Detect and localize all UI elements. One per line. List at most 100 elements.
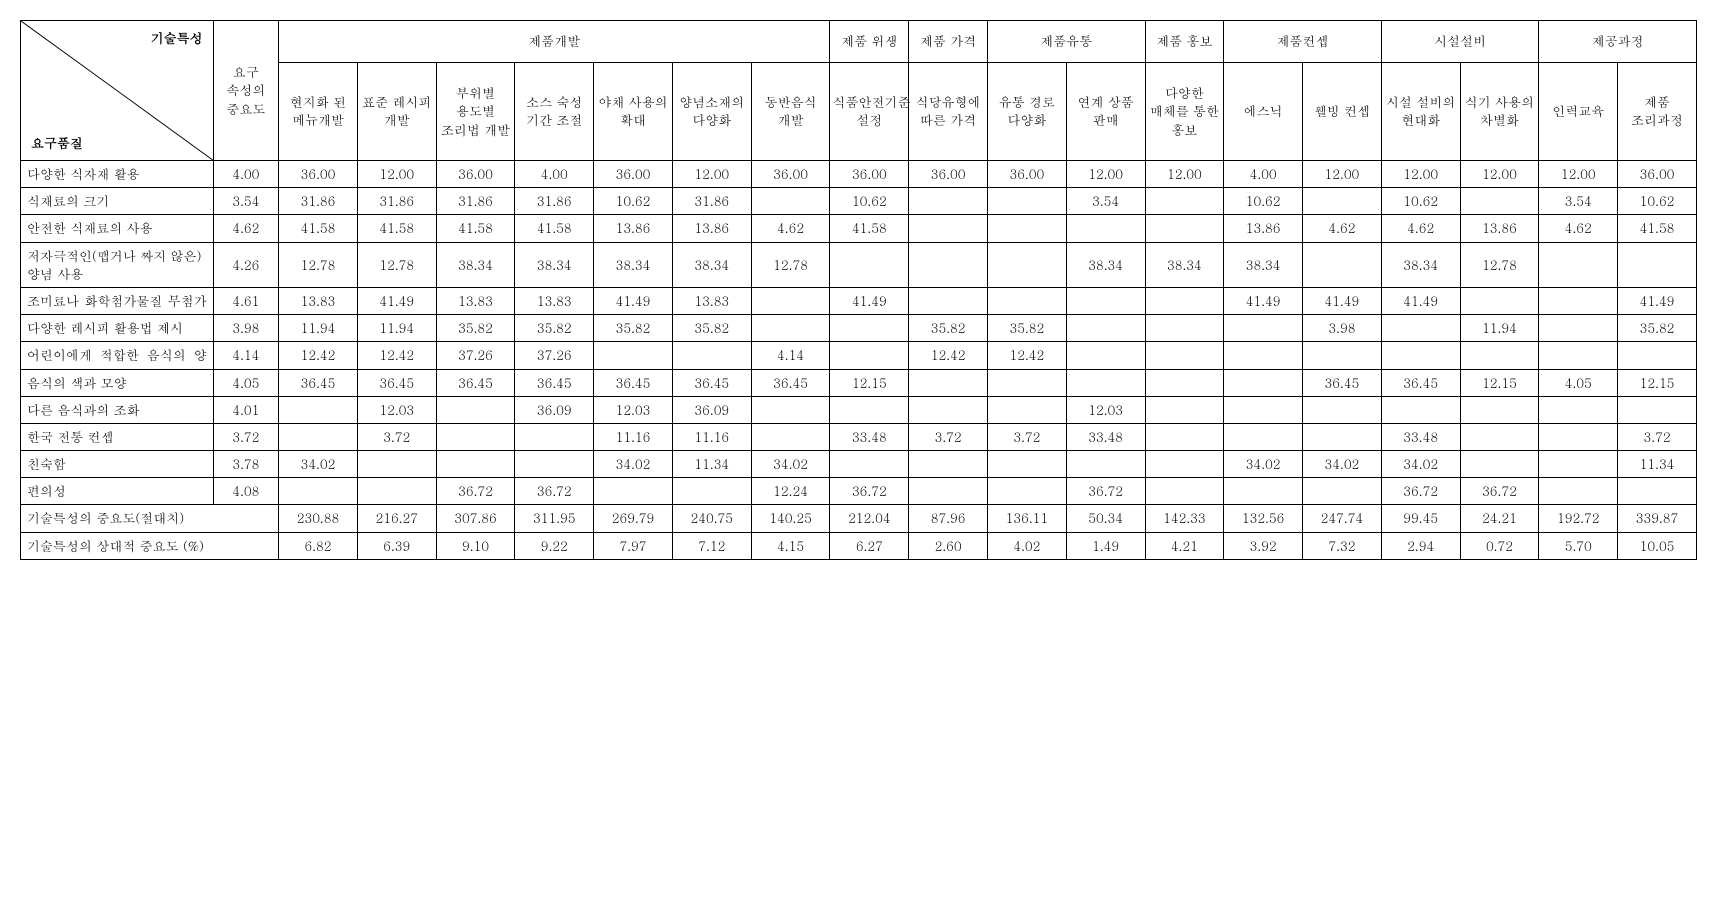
- data-cell: 36.72: [830, 478, 909, 505]
- data-cell: 38.34: [1145, 242, 1224, 287]
- data-cell: 36.00: [279, 161, 358, 188]
- data-cell: 36.45: [672, 369, 751, 396]
- tech-column-header: 동반음식 개발: [751, 62, 830, 160]
- footer-cell: 24.21: [1460, 505, 1539, 532]
- tech-column-header: 유통 경로 다양화: [987, 62, 1066, 160]
- data-cell: [1303, 478, 1382, 505]
- data-cell: 36.00: [830, 161, 909, 188]
- data-cell: 34.02: [1381, 451, 1460, 478]
- data-cell: 36.09: [515, 396, 594, 423]
- data-cell: 38.34: [515, 242, 594, 287]
- data-cell: 41.49: [1303, 287, 1382, 314]
- data-cell: [909, 451, 988, 478]
- data-cell: 35.82: [594, 315, 673, 342]
- data-cell: 13.86: [1224, 215, 1303, 242]
- footer-cell: 99.45: [1381, 505, 1460, 532]
- data-cell: [751, 423, 830, 450]
- data-cell: [1224, 315, 1303, 342]
- footer-cell: 3.92: [1224, 532, 1303, 559]
- data-cell: [1460, 423, 1539, 450]
- data-cell: [1618, 396, 1697, 423]
- data-cell: [909, 215, 988, 242]
- data-cell: 36.00: [1618, 161, 1697, 188]
- data-cell: 38.34: [1066, 242, 1145, 287]
- data-cell: 41.58: [279, 215, 358, 242]
- row-label: 편의성: [21, 478, 214, 505]
- data-cell: 12.42: [357, 342, 436, 369]
- data-cell: 36.72: [1460, 478, 1539, 505]
- data-cell: [830, 342, 909, 369]
- tech-column-header: 에스닉: [1224, 62, 1303, 160]
- importance-value: 4.62: [213, 215, 278, 242]
- data-cell: [1618, 242, 1697, 287]
- footer-row: 기술특성의 중요도(절대치)230.88216.27307.86311.9526…: [21, 505, 1697, 532]
- data-cell: 33.48: [1066, 423, 1145, 450]
- footer-cell: 7.32: [1303, 532, 1382, 559]
- data-cell: 41.49: [830, 287, 909, 314]
- table-row: 음식의 색과 모양4.0536.4536.4536.4536.4536.4536…: [21, 369, 1697, 396]
- importance-value: 3.98: [213, 315, 278, 342]
- data-cell: 12.78: [1460, 242, 1539, 287]
- data-cell: 12.00: [672, 161, 751, 188]
- data-cell: 12.00: [1381, 161, 1460, 188]
- data-cell: 3.72: [1618, 423, 1697, 450]
- data-cell: 10.62: [1381, 188, 1460, 215]
- data-cell: [987, 478, 1066, 505]
- data-cell: 36.45: [279, 369, 358, 396]
- data-cell: [1460, 396, 1539, 423]
- data-cell: 10.62: [830, 188, 909, 215]
- tech-column-header: 연계 상품 판매: [1066, 62, 1145, 160]
- data-cell: [987, 369, 1066, 396]
- data-cell: [1460, 451, 1539, 478]
- data-cell: 36.45: [357, 369, 436, 396]
- table-row: 식재료의 크기3.5431.8631.8631.8631.8610.6231.8…: [21, 188, 1697, 215]
- data-cell: 38.34: [594, 242, 673, 287]
- tech-column-header: 식품안전기준 설정: [830, 62, 909, 160]
- data-cell: 36.00: [987, 161, 1066, 188]
- data-cell: [909, 242, 988, 287]
- importance-value: 4.08: [213, 478, 278, 505]
- data-cell: [1066, 287, 1145, 314]
- data-cell: 34.02: [751, 451, 830, 478]
- tech-column-header: 야채 사용의 확대: [594, 62, 673, 160]
- data-cell: [1618, 478, 1697, 505]
- group-header: 제품유통: [987, 21, 1145, 63]
- corner-bottom-label: 요구품질: [31, 134, 83, 152]
- row-label: 한국 전통 컨셉: [21, 423, 214, 450]
- corner-header: 기술특성요구품질: [21, 21, 214, 161]
- footer-cell: 9.22: [515, 532, 594, 559]
- row-label: 저자극적인(맵거나 짜지 않은) 양념 사용: [21, 242, 214, 287]
- data-cell: 12.78: [751, 242, 830, 287]
- data-cell: 36.45: [751, 369, 830, 396]
- data-cell: 41.58: [1618, 215, 1697, 242]
- tech-column-header: 제품 조리과정: [1618, 62, 1697, 160]
- data-cell: 34.02: [279, 451, 358, 478]
- tech-column-header: 시설 설비의 현대화: [1381, 62, 1460, 160]
- data-cell: [751, 287, 830, 314]
- data-cell: [1066, 315, 1145, 342]
- footer-cell: 307.86: [436, 505, 515, 532]
- data-cell: 41.58: [436, 215, 515, 242]
- data-cell: 36.45: [436, 369, 515, 396]
- table-row: 다른 음식과의 조화4.0112.0336.0912.0336.0912.03: [21, 396, 1697, 423]
- data-cell: 36.45: [1381, 369, 1460, 396]
- data-cell: [1224, 396, 1303, 423]
- data-cell: 12.03: [357, 396, 436, 423]
- data-cell: 41.58: [515, 215, 594, 242]
- row-label: 조미료나 화학첨가물질 무첨가: [21, 287, 214, 314]
- data-cell: 12.00: [357, 161, 436, 188]
- data-cell: [1145, 188, 1224, 215]
- data-cell: 36.45: [515, 369, 594, 396]
- data-cell: 41.49: [357, 287, 436, 314]
- data-cell: 33.48: [830, 423, 909, 450]
- data-cell: [1381, 315, 1460, 342]
- data-cell: [1145, 478, 1224, 505]
- data-cell: 12.15: [1460, 369, 1539, 396]
- data-cell: [1539, 315, 1618, 342]
- footer-cell: 216.27: [357, 505, 436, 532]
- row-label: 다양한 레시피 활용법 제시: [21, 315, 214, 342]
- data-cell: 34.02: [1303, 451, 1382, 478]
- data-cell: 36.72: [515, 478, 594, 505]
- data-cell: [672, 342, 751, 369]
- data-cell: [1618, 342, 1697, 369]
